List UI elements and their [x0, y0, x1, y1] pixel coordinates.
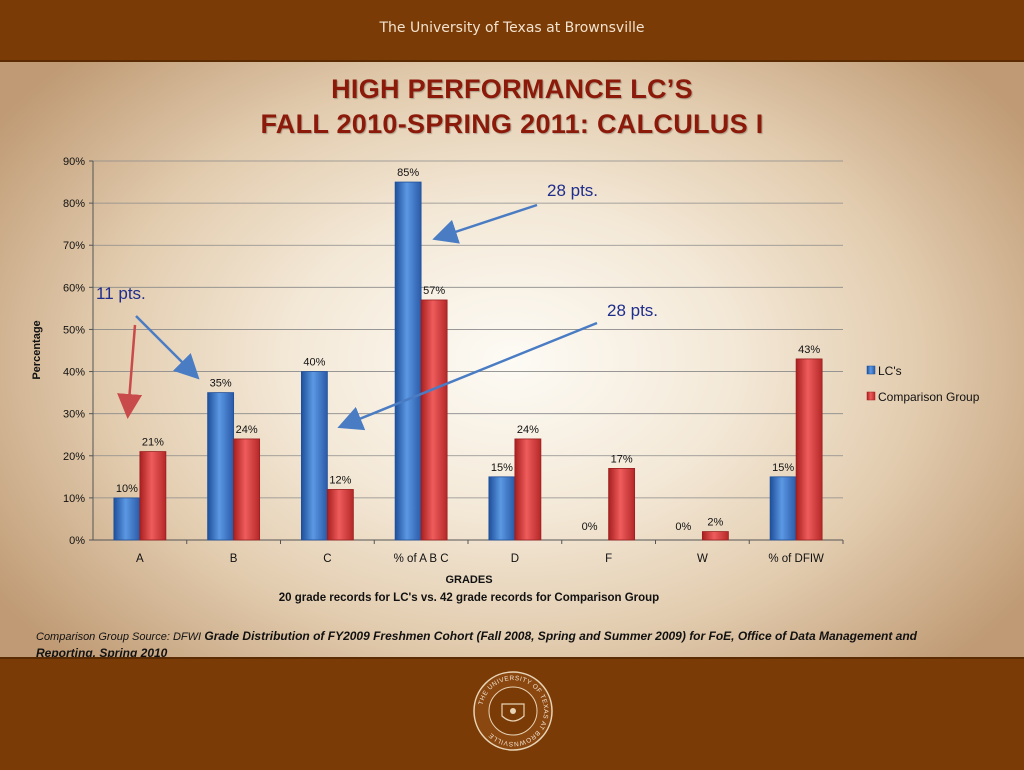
slide-title-line1: HIGH PERFORMANCE LC’S — [331, 74, 693, 104]
bar-comparison — [233, 438, 261, 541]
bar-chart: 0% 10% 20% 30% 40% 50% 60% 70% 80% 90% 10% 21% 35% 2… — [31, 156, 980, 604]
legend-swatch-comparison — [866, 391, 876, 401]
bar-value-label: 85% — [397, 167, 419, 179]
bar-value-label: 21% — [142, 437, 164, 449]
bar-comparison — [514, 438, 542, 541]
bar-value-label: 24% — [517, 424, 539, 436]
bar-value-label: 24% — [236, 424, 258, 436]
annotation-28pts-mid: 28 pts. — [607, 301, 658, 320]
y-tick-label: 60% — [63, 282, 85, 294]
x-tick-label: A — [136, 553, 144, 565]
x-tick-label: D — [511, 553, 519, 565]
bar-value-label: 35% — [210, 378, 232, 390]
legend-swatch-lcs — [866, 365, 876, 375]
bar-data-labels: 10% 21% 35% 24% 40% 12% 85% 57% 15% 24% 0% 17% 0% 2% 1… — [116, 167, 820, 533]
bar-comparison — [795, 358, 823, 541]
slide-title-line2: FALL 2010-SPRING 2011: CALCULUS I — [260, 109, 764, 139]
bar-value-label: 40% — [303, 357, 325, 369]
x-tick-label: % of A B C — [394, 553, 449, 565]
bar-comparison — [139, 451, 167, 541]
bar-value-label: 17% — [611, 453, 633, 465]
bar-comparison — [608, 468, 636, 541]
annotation-11pts: 11 pts. — [96, 284, 146, 303]
x-axis-label: GRADES — [445, 574, 492, 586]
bar-value-label: 2% — [707, 517, 723, 529]
arrow-28pts-mid — [337, 321, 598, 431]
y-tick-label: 10% — [63, 493, 85, 505]
y-tick-label: 90% — [63, 156, 85, 168]
chart-subtitle: 20 grade records for LC's vs. 42 grade r… — [279, 592, 659, 604]
y-axis-label: Percentage — [31, 320, 43, 379]
x-tick-label: F — [605, 553, 612, 565]
y-axis-ticks: 0% 10% 20% 30% 40% 50% 60% 70% 80% 90% — [63, 156, 85, 547]
footnote-source-label: Comparison Group Source: DFWI — [36, 631, 202, 643]
bar-value-label: 10% — [116, 483, 138, 495]
arrow-28pts-top — [432, 203, 538, 244]
bars — [113, 181, 823, 541]
bar-comparison — [326, 489, 354, 541]
y-tick-label: 40% — [63, 367, 85, 379]
arrow-11pts-red — [117, 324, 143, 419]
y-tick-label: 30% — [63, 409, 85, 421]
x-tick-label: % of DFIW — [768, 553, 824, 565]
bar-lcs — [300, 371, 328, 541]
y-tick-label: 50% — [63, 324, 85, 336]
legend-label-lcs: LC's — [878, 364, 902, 378]
y-tick-label: 80% — [63, 198, 85, 210]
gridlines — [89, 160, 843, 541]
university-seal-logo: THE UNIVERSITY OF TEXAS AT BROWNSVILLE — [473, 671, 553, 751]
source-footnote: Comparison Group Source: DFWI Grade Dist… — [36, 628, 966, 661]
bar-lcs — [769, 476, 797, 541]
legend: LC's Comparison Group — [866, 364, 980, 404]
x-tick-label: C — [323, 553, 331, 565]
bar-value-label: 43% — [798, 344, 820, 356]
legend-label-comparison: Comparison Group — [878, 390, 980, 404]
bar-value-label: 15% — [772, 462, 794, 474]
bar-value-label: 0% — [582, 521, 598, 533]
annotation-28pts-top: 28 pts. — [547, 181, 598, 200]
y-tick-label: 20% — [63, 451, 85, 463]
bar-lcs — [488, 476, 516, 541]
header-bar: The University of Texas at Brownsville — [0, 0, 1024, 62]
bar-value-label: 57% — [423, 285, 445, 297]
x-axis-ticks: A B C % of A B C D F W % of DFIW — [136, 540, 844, 565]
bar-comparison — [420, 299, 448, 541]
y-tick-label: 70% — [63, 240, 85, 252]
arrow-11pts-blue — [135, 315, 200, 380]
bar-lcs — [207, 392, 235, 541]
bar-lcs — [394, 181, 422, 541]
bar-value-label: 12% — [329, 474, 351, 486]
bar-lcs — [113, 497, 141, 541]
x-tick-label: W — [697, 553, 708, 565]
university-name: The University of Texas at Brownsville — [379, 20, 645, 36]
x-tick-label: B — [230, 553, 238, 565]
y-tick-label: 0% — [69, 535, 85, 547]
footnote-text: Grade Distribution of FY2009 Freshmen Co… — [36, 629, 917, 660]
bar-comparison — [701, 531, 729, 541]
bar-value-label: 0% — [675, 521, 691, 533]
bar-value-label: 15% — [491, 462, 513, 474]
